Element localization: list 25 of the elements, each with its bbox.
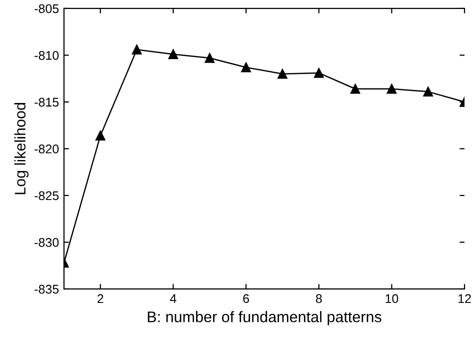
point	[350, 84, 360, 94]
point	[204, 53, 214, 63]
x-tick-label: 6	[243, 294, 249, 304]
y-axis-title: Log likelihood	[14, 102, 29, 194]
x-tick-label: 8	[316, 294, 322, 304]
x-tick-label: 4	[170, 294, 176, 303]
x-tick-label: 2	[98, 294, 104, 303]
y-tick-label: -835	[34, 284, 59, 294]
point	[314, 68, 324, 78]
y-tick-label: -830	[34, 238, 59, 247]
point	[241, 62, 251, 72]
x-tick-label: 12	[458, 294, 471, 303]
point	[96, 130, 106, 140]
point	[168, 49, 178, 60]
point	[423, 86, 433, 97]
point	[386, 84, 397, 94]
y-tick-label: -820	[34, 144, 59, 154]
x-axis-title: B: number of fundamental patterns	[148, 311, 382, 326]
point	[132, 44, 142, 54]
y-tick-label: -805	[34, 4, 59, 14]
y-tick-label: -815	[34, 98, 59, 107]
y-tick-label: -810	[34, 51, 59, 60]
x-tick-label: 10	[386, 294, 398, 304]
point	[278, 69, 288, 79]
y-tick-label: -825	[34, 191, 59, 200]
